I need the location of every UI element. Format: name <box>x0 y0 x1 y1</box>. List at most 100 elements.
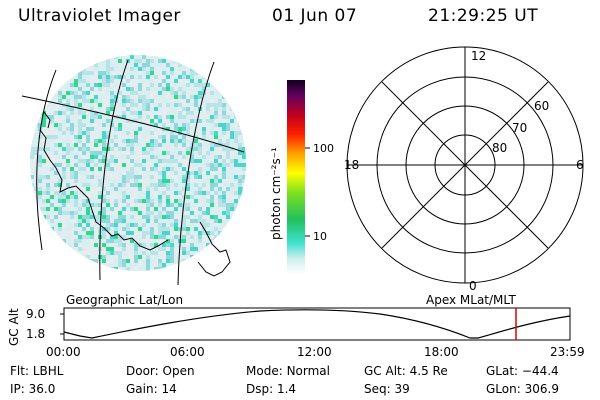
image-pixel <box>246 243 250 247</box>
image-pixel <box>98 59 102 63</box>
image-pixel <box>186 71 190 75</box>
image-pixel <box>122 99 126 103</box>
image-pixel <box>110 159 114 163</box>
image-pixel <box>30 235 34 239</box>
image-pixel <box>202 191 206 195</box>
image-pixel <box>246 91 250 95</box>
image-pixel <box>58 143 62 147</box>
image-pixel <box>78 147 82 151</box>
image-pixel <box>74 99 78 103</box>
image-pixel <box>238 151 242 155</box>
image-pixel <box>190 223 194 227</box>
image-pixel <box>106 183 110 187</box>
image-pixel <box>194 239 198 243</box>
image-pixel <box>198 83 202 87</box>
image-pixel <box>98 83 102 87</box>
image-pixel <box>222 219 226 223</box>
image-pixel <box>214 167 218 171</box>
image-pixel <box>38 175 42 179</box>
image-pixel <box>150 251 154 255</box>
image-pixel <box>62 167 66 171</box>
image-pixel <box>194 87 198 91</box>
image-pixel <box>218 75 222 79</box>
image-pixel <box>58 87 62 91</box>
geographic-image <box>21 55 250 286</box>
image-pixel <box>58 63 62 67</box>
image-pixel <box>214 163 218 167</box>
image-pixel <box>54 243 58 247</box>
image-pixel <box>150 187 154 191</box>
image-pixel <box>186 55 190 59</box>
image-pixel <box>78 79 82 83</box>
image-pixel <box>170 139 174 143</box>
image-pixel <box>94 139 98 143</box>
image-pixel <box>38 95 42 99</box>
image-pixel <box>178 211 182 215</box>
image-pixel <box>38 183 42 187</box>
image-pixel <box>238 183 242 187</box>
image-pixel <box>218 131 222 135</box>
image-pixel <box>134 75 138 79</box>
colorbar-tick-label-10: 10 <box>313 230 327 243</box>
image-pixel <box>118 251 122 255</box>
image-pixel <box>122 175 126 179</box>
image-pixel <box>242 67 246 71</box>
image-pixel <box>30 79 34 83</box>
image-pixel <box>246 135 250 139</box>
image-pixel <box>70 187 74 191</box>
image-pixel <box>162 95 166 99</box>
image-pixel <box>118 155 122 159</box>
image-pixel <box>230 143 234 147</box>
image-pixel <box>190 83 194 87</box>
image-pixel <box>234 163 238 167</box>
image-pixel <box>174 171 178 175</box>
image-pixel <box>114 143 118 147</box>
image-pixel <box>230 271 234 275</box>
image-pixel <box>110 223 114 227</box>
image-pixel <box>94 99 98 103</box>
image-pixel <box>182 187 186 191</box>
image-pixel <box>162 87 166 91</box>
image-pixel <box>34 223 38 227</box>
image-pixel <box>86 159 90 163</box>
image-pixel <box>154 143 158 147</box>
image-pixel <box>70 155 74 159</box>
image-pixel <box>134 59 138 63</box>
image-pixel <box>70 171 74 175</box>
image-pixel <box>174 199 178 203</box>
image-pixel <box>70 79 74 83</box>
image-pixel <box>62 243 66 247</box>
image-pixel <box>122 59 126 63</box>
image-pixel <box>238 219 242 223</box>
image-pixel <box>38 75 42 79</box>
image-pixel <box>82 167 86 171</box>
image-pixel <box>86 171 90 175</box>
image-pixel <box>66 167 70 171</box>
image-pixel <box>38 71 42 75</box>
image-pixel <box>134 263 138 267</box>
image-pixel <box>30 215 34 219</box>
image-pixel <box>38 263 42 267</box>
image-pixel <box>86 91 90 95</box>
image-pixel <box>134 91 138 95</box>
image-pixel <box>30 255 34 259</box>
image-pixel <box>106 215 110 219</box>
image-pixel <box>222 191 226 195</box>
image-pixel <box>238 131 242 135</box>
image-pixel <box>174 143 178 147</box>
image-pixel <box>58 99 62 103</box>
image-pixel <box>94 259 98 263</box>
image-pixel <box>122 207 126 211</box>
image-pixel <box>114 199 118 203</box>
image-pixel <box>58 111 62 115</box>
image-pixel <box>126 167 130 171</box>
image-pixel <box>174 211 178 215</box>
image-pixel <box>54 199 58 203</box>
image-pixel <box>66 151 70 155</box>
image-pixel <box>74 151 78 155</box>
image-pixel <box>50 187 54 191</box>
image-pixel <box>162 67 166 71</box>
image-pixel <box>130 55 134 59</box>
image-pixel <box>170 163 174 167</box>
image-pixel <box>102 63 106 67</box>
